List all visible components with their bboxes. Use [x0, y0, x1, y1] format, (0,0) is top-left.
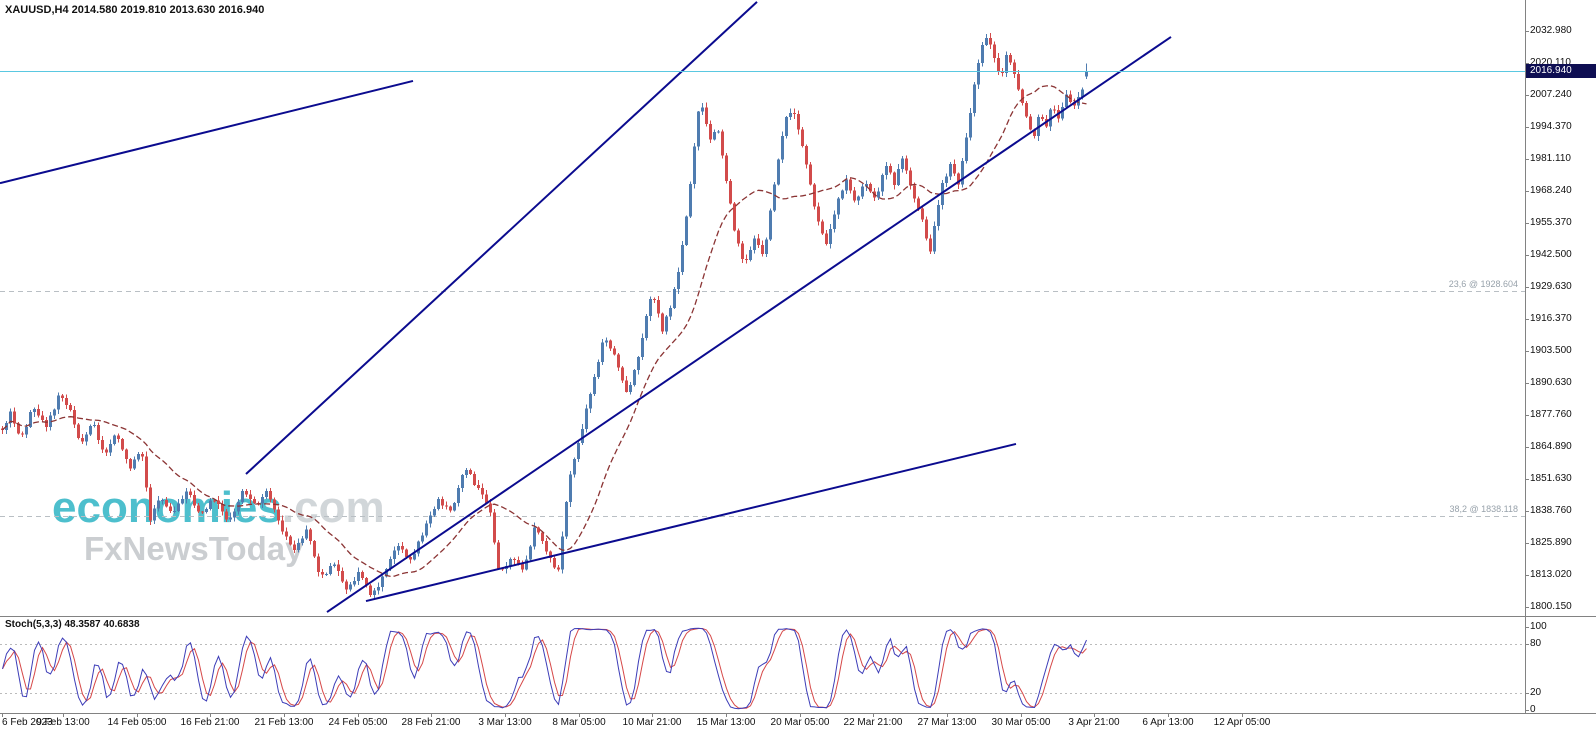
time-axis-label: 27 Mar 13:00: [917, 717, 977, 728]
time-axis-label: 8 Mar 05:00: [552, 717, 606, 728]
price-axis-label: 1825.890: [1530, 537, 1572, 548]
indicator-axis-label: 100: [1530, 621, 1547, 632]
time-axis-label: 28 Feb 21:00: [401, 717, 461, 728]
price-axis-label: 1890.630: [1530, 377, 1572, 388]
current-price-badge: 2016.940: [1526, 63, 1596, 78]
fib-level-label: 23,6 @ 1928.604: [1448, 278, 1518, 289]
time-axis-label: 6 Apr 13:00: [1142, 717, 1194, 728]
time-axis-label: 22 Mar 21:00: [843, 717, 903, 728]
stoch-signal-line: [2, 628, 1087, 709]
time-axis-label: 24 Feb 05:00: [328, 717, 388, 728]
price-axis-label: 1877.760: [1530, 409, 1572, 420]
price-axis-label: 1813.020: [1530, 569, 1572, 580]
price-axis-label: 1838.760: [1530, 505, 1572, 516]
trend-line: [326, 36, 1172, 613]
price-axis-label: 1994.370: [1530, 121, 1572, 132]
symbol-info: XAUUSD,H4 2014.580 2019.810 2013.630 201…: [5, 4, 265, 16]
price-axis-label: 2032.980: [1530, 25, 1572, 36]
time-axis-label: 3 Apr 21:00: [1068, 717, 1120, 728]
price-axis-label: 1955.370: [1530, 217, 1572, 228]
stoch-main-line: [2, 627, 1087, 710]
stoch-level-lines: [0, 644, 1525, 694]
time-axis-label: 12 Apr 05:00: [1213, 717, 1271, 728]
trend-line: [0, 79, 414, 185]
indicator-axis-label: 20: [1530, 687, 1542, 699]
time-axis-label: 14 Feb 05:00: [107, 717, 167, 728]
time-axis-label: 16 Feb 21:00: [180, 717, 240, 728]
time-axis-label: 15 Mar 13:00: [696, 717, 756, 728]
watermark-suffix: .com: [281, 483, 385, 532]
indicator-axis-label: 80: [1530, 637, 1542, 649]
price-axis-label: 1968.240: [1530, 185, 1572, 196]
trend-lines[interactable]: [0, 1, 1172, 613]
price-axis-label: 1851.630: [1530, 473, 1572, 484]
time-axis-label: 6 Feb 2023: [2, 717, 53, 728]
price-axis-label: 1864.890: [1530, 441, 1572, 452]
price-axis-label: 1942.500: [1530, 249, 1572, 260]
price-axis-label: 1916.370: [1530, 313, 1572, 324]
time-axis-label: 21 Feb 13:00: [254, 717, 314, 728]
time-axis-label: 10 Mar 21:00: [622, 717, 682, 728]
stochastic-indicator[interactable]: [2, 627, 1087, 710]
price-axis-label: 2007.240: [1530, 89, 1572, 100]
indicator-label: Stoch(5,3,3) 48.3587 40.6838: [5, 619, 140, 630]
time-axis-label: 9 Feb 13:00: [36, 717, 90, 728]
trend-line: [245, 1, 758, 475]
watermark-line2: FxNewsToday: [84, 530, 304, 567]
time-axis-label: 3 Mar 13:00: [478, 717, 532, 728]
price-axis-label: 1981.110: [1530, 153, 1571, 164]
chart-frame: [0, 0, 1596, 717]
candles[interactable]: [1, 33, 1088, 599]
moving-average-line[interactable]: [2, 85, 1087, 578]
price-axis-label: 1800.150: [1530, 601, 1572, 612]
fib-level-label: 38,2 @ 1838.118: [1449, 503, 1518, 514]
time-axis-label: 20 Mar 05:00: [770, 717, 830, 728]
fib-lines[interactable]: [0, 291, 1525, 517]
trend-line: [365, 442, 1017, 603]
price-axis-label: 2020.110: [1530, 57, 1571, 68]
time-axis-label: 30 Mar 05:00: [991, 717, 1051, 728]
indicator-axis-label: 0: [1530, 704, 1536, 715]
price-axis-label: 1903.500: [1530, 345, 1572, 356]
price-axis-label: 1929.630: [1530, 281, 1572, 292]
